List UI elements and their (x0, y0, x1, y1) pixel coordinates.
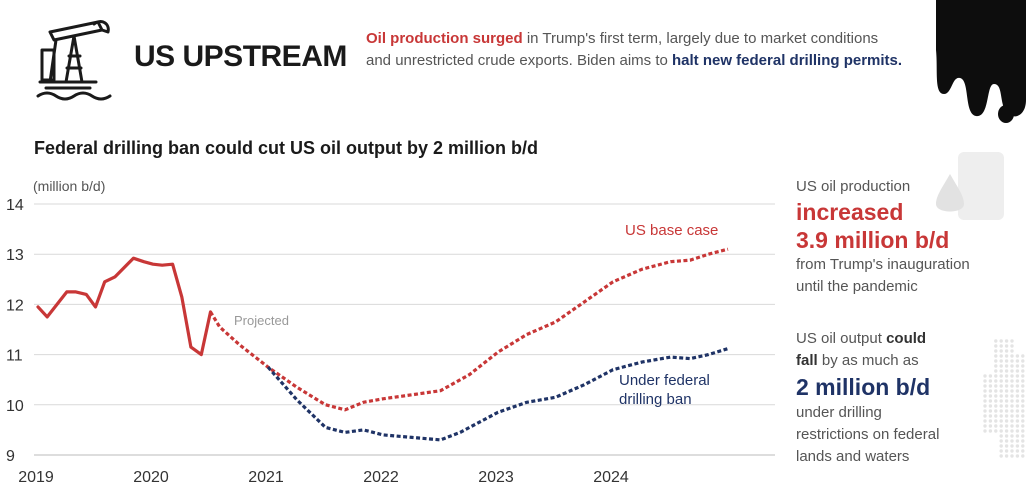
x-tick-label: 2020 (133, 469, 169, 486)
projected-annotation: Projected (234, 313, 289, 328)
header-title: US UPSTREAM (134, 40, 347, 73)
y-tick-label: 12 (6, 297, 24, 314)
intro-mid: in Trump's first term, largely due to ma… (366, 30, 879, 69)
series-line-under-federal-drilling-ban (266, 347, 729, 442)
oil-drip-icon (930, 0, 1026, 129)
y-tick-label: 13 (6, 247, 24, 264)
x-tick-label: 2021 (248, 469, 284, 486)
ban-label-line1: Under federal (619, 372, 710, 389)
fact1-highlight-1: increased (796, 199, 904, 225)
fact1-detail-1: from Trump's inauguration (796, 256, 970, 273)
y-tick-label: 11 (6, 348, 23, 365)
fact2-intro-1b: could (886, 330, 927, 347)
x-tick-label: 2024 (593, 469, 629, 486)
fact1-detail-2: until the pandemic (796, 278, 918, 295)
y-tick-label: 10 (6, 398, 24, 415)
chart-grid (34, 203, 775, 456)
fact2-intro-1a: US oil output (796, 330, 887, 347)
fact-production-increase: US oil production increased 3.9 million … (796, 176, 970, 298)
x-tick-label: 2022 (363, 469, 399, 486)
fact2-intro-2a: fall (796, 352, 818, 369)
fact2-intro-2b: by as much as (817, 352, 919, 369)
oil-barrel-drop-icon (932, 148, 1012, 233)
x-tick-label: 2019 (18, 469, 54, 486)
series-line-historical (36, 256, 213, 357)
fact2-highlight: 2 million b/d (796, 374, 931, 400)
line-chart: 9 10 11 12 13 14 2019 2020 2021 2022 2023 2024 (mi… (6, 178, 775, 486)
fact2-detail-2: restrictions on federal (796, 426, 940, 443)
x-tick-labels: 2019 2020 2021 2022 2023 2024 (18, 469, 629, 486)
y-axis-label: (million b/d) (33, 178, 105, 194)
fact2-detail-1: under drilling (796, 404, 882, 421)
fact-output-fall: US oil output could fall by as much as 2… (796, 328, 939, 468)
chart-title: Federal drilling ban could cut US oil ou… (34, 138, 539, 158)
fact2-intro-1: US oil output could (796, 328, 939, 350)
fact2-detail-3: lands and waters (796, 448, 910, 465)
fact1-highlight-2: 3.9 million b/d (796, 227, 950, 253)
y-tick-label: 14 (6, 197, 24, 214)
y-tick-labels: 9 10 11 12 13 14 (6, 197, 24, 465)
x-tick-label: 2023 (478, 469, 514, 486)
us-map-dots-icon (982, 338, 1026, 463)
ban-label-line2: drilling ban (619, 391, 692, 408)
base-case-label: US base case (625, 222, 718, 239)
intro-text: Oil production surged in Trump's first t… (366, 28, 906, 72)
fact1-intro: US oil production (796, 178, 911, 195)
series-lines (36, 247, 729, 442)
fact2-intro-2: fall by as much as (796, 350, 939, 372)
series-line-us-base-case (209, 247, 729, 412)
oil-pump-jack-icon (36, 18, 116, 109)
intro-red: Oil production surged (366, 30, 523, 47)
y-tick-label: 9 (6, 448, 15, 465)
intro-navy: halt new federal drilling permits. (672, 52, 903, 69)
